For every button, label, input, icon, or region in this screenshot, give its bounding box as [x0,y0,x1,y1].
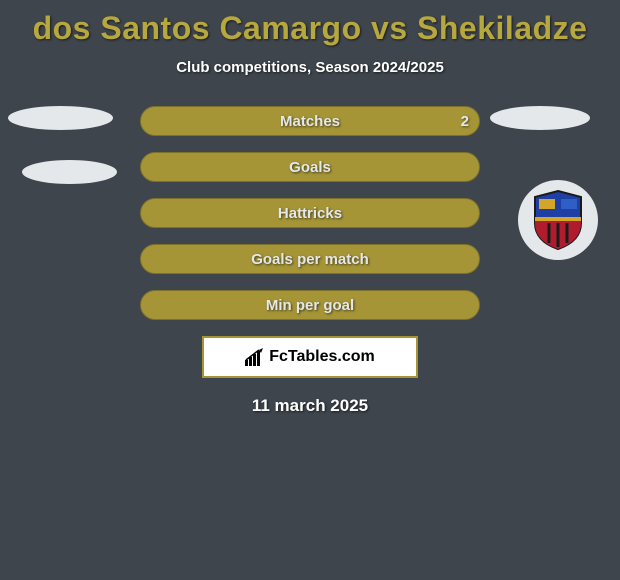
stat-label: Min per goal [266,297,354,314]
footer-brand-box: FcTables.com [202,336,418,378]
shield-icon [531,189,585,251]
stat-label: Goals per match [251,251,369,268]
stat-bar-goals: Goals [140,152,480,182]
stat-bar-matches: Matches 2 [140,106,480,136]
stat-value-right: 2 [461,113,469,130]
stat-label: Goals [289,159,331,176]
footer-brand-text: FcTables.com [269,348,375,366]
stat-row-min-per-goal: Min per goal [0,290,620,320]
date-text: 11 march 2025 [0,396,620,416]
bars-icon [245,348,267,366]
club-badge [518,180,598,260]
fctables-logo: FcTables.com [245,348,375,366]
page-title: dos Santos Camargo vs Shekiladze [0,0,620,47]
stat-bar-min-per-goal: Min per goal [140,290,480,320]
stat-bar-goals-per-match: Goals per match [140,244,480,274]
stat-row-matches: Matches 2 [0,106,620,136]
stat-row-goals: Goals [0,152,620,182]
stat-label: Matches [280,113,340,130]
subtitle: Club competitions, Season 2024/2025 [0,59,620,76]
stat-bar-hattricks: Hattricks [140,198,480,228]
stat-row-goals-per-match: Goals per match [0,244,620,274]
stat-label: Hattricks [278,205,342,222]
